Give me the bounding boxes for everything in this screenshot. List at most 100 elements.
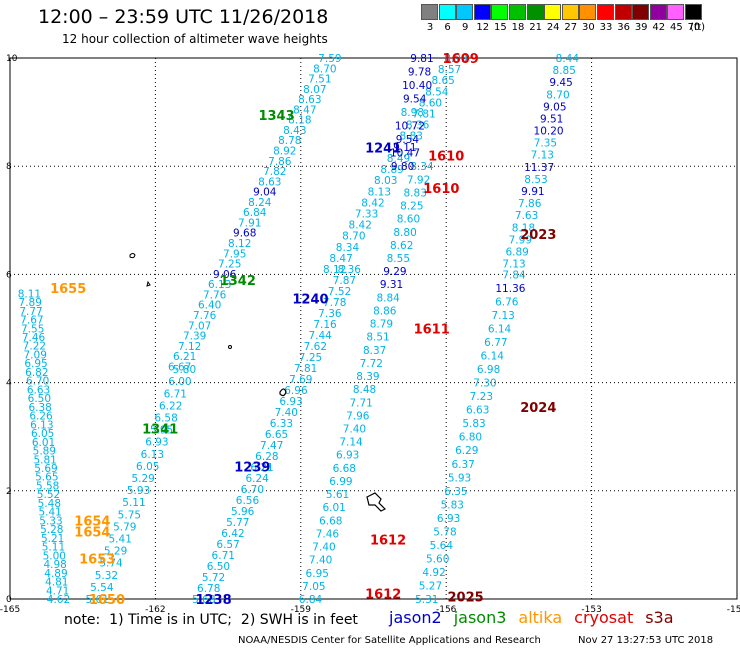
wave-height-value: 8.37 [363, 345, 386, 357]
legend-swatch [561, 4, 579, 20]
mission-label: cryosat [574, 608, 634, 627]
wave-height-value: 7.99 [509, 234, 532, 246]
wave-height-value: 7.55 [21, 323, 44, 335]
wave-height-value: 8.54 [425, 86, 449, 98]
wave-height-value: 6.95 [24, 358, 47, 370]
legend-label: 24 [546, 22, 560, 33]
wave-height-value: 6.14 [488, 324, 512, 336]
wave-height-value: 8.18 [512, 222, 535, 234]
wave-height-value: 6.37 [451, 459, 474, 471]
wave-height-value: 6.29 [455, 445, 478, 457]
pass-time-label: 1343 [258, 109, 294, 124]
wave-height-value: 5.64 [430, 540, 454, 552]
wave-height-value: 8.43 [283, 125, 306, 137]
latitude-tick-label: 4 [6, 379, 12, 389]
wave-height-value: 7.30 [473, 378, 496, 390]
wave-height-value: 5.52 [37, 489, 60, 501]
latitude-tick-label: 8 [6, 162, 12, 172]
wave-height-value: 8.78 [278, 135, 301, 147]
wave-height-value: 9.91 [521, 186, 544, 198]
wave-height-value: 5.77 [226, 517, 249, 529]
pass-time-label: 1653 [79, 552, 115, 567]
wave-height-value: 6.95 [306, 568, 329, 580]
legend-swatch [597, 4, 614, 20]
legend-label: 36 [617, 22, 630, 33]
wave-height-value: 5.89 [33, 446, 56, 458]
wave-height-value: 7.44 [308, 330, 332, 342]
wave-height-value: 7.25 [299, 352, 322, 364]
wave-height-value: 8.24 [248, 197, 272, 209]
wave-height-value: 6.13 [30, 419, 53, 431]
footnote: note: 1) Time is in UTC; 2) SWH is in fe… [64, 612, 358, 628]
wave-height-value: 8.70 [313, 63, 336, 75]
wave-height-value: 11.37 [524, 162, 554, 174]
wave-height-value: 9.05 [543, 101, 566, 113]
wave-height-value: 7.36 [318, 308, 342, 320]
wave-height-value: 9.80 [391, 161, 414, 173]
wave-height-value: 6.77 [484, 337, 507, 349]
wave-height-value: 6.56 [236, 495, 260, 507]
pass-time-label: 1612 [370, 533, 406, 548]
wave-height-value: 6.68 [319, 515, 342, 527]
wave-height-value: 6.33 [270, 418, 293, 430]
wave-height-value: 7.86 [518, 198, 542, 210]
pass-1655: 8.117.897.777.677.557.467.227.096.956.82… [18, 288, 70, 606]
page-title: 12:00 – 23:59 UTC 11/26/2018 [38, 6, 329, 28]
wave-height-value: 7.51 [308, 74, 331, 86]
legend-swatch [544, 4, 562, 20]
pass-time-label: 2025 [447, 590, 483, 605]
wave-height-value: 8.39 [356, 371, 379, 383]
altimeter-tracks: 8.117.897.777.677.557.467.227.096.956.82… [18, 53, 580, 606]
wave-height-value: 6.00 [168, 376, 191, 388]
wave-height-value: 8.83 [404, 187, 427, 199]
longitude-tick-label: -150 [727, 605, 740, 615]
wave-height-value: 9.04 [253, 187, 277, 199]
axis-ticks: -165 -162 -159 -156 -153 -150 0 2 4 6 8 10 [0, 54, 740, 615]
legend-label: 27 [564, 22, 578, 33]
wave-height-value: 6.26 [29, 411, 53, 423]
wave-height-value: 7.95 [223, 248, 246, 260]
wave-height-value: 4.92 [422, 567, 445, 579]
island-shape [146, 280, 151, 287]
wave-height-value: 7.76 [193, 310, 217, 322]
wave-height-value: 7.71 [349, 397, 372, 409]
wave-height-value: 8.83 [400, 131, 423, 143]
wave-height-value: 8.92 [273, 146, 296, 158]
wave-height-value: 7.22 [23, 341, 46, 353]
wave-height-value: 6.76 [495, 296, 519, 308]
wave-height-value: 6.21 [173, 351, 196, 363]
wave-height-value: 6.50 [28, 393, 51, 405]
mission-label: jason2 [389, 608, 442, 627]
wave-height-value: 6.35 [444, 486, 467, 498]
map-grid [9, 57, 738, 600]
wave-height-value: 4.81 [45, 577, 68, 589]
wave-height-value: 8.60 [397, 214, 420, 226]
wave-height-value: 5.68 [192, 594, 215, 606]
longitude-tick-label: -165 [0, 605, 20, 615]
island-shape [228, 345, 232, 349]
pass-time-label: 1655 [50, 282, 86, 297]
latitude-tick-label: 0 [6, 595, 12, 605]
wave-height-value: 5.83 [441, 499, 464, 511]
wave-height-value: 8.47 [293, 104, 316, 116]
wave-height-value: 6.28 [255, 451, 278, 463]
wave-height-value: 7.39 [183, 331, 206, 343]
wave-height-value: 6.89 [505, 246, 528, 258]
wave-height-value: 7.09 [24, 349, 47, 361]
wave-height-value: 5.61 [86, 594, 109, 606]
pass-1241: 8.998.578.658.548.607.818.368.839.118.49… [323, 53, 468, 276]
wave-height-value: 7.87 [333, 275, 356, 287]
longitude-tick-label: -156 [436, 605, 457, 615]
wave-height-value: 8.48 [353, 384, 376, 396]
legend-swatch [526, 4, 544, 20]
wave-height-value: 5.78 [433, 526, 456, 538]
wave-height-value: 8.18 [288, 115, 311, 127]
wave-height-value: 6.58 [154, 412, 177, 424]
wave-height-value: 7.96 [346, 410, 370, 422]
wave-height-value: 6.70 [26, 376, 49, 388]
pass-time-label: 1240 [292, 293, 328, 308]
wave-height-value: 8.07 [303, 84, 326, 96]
